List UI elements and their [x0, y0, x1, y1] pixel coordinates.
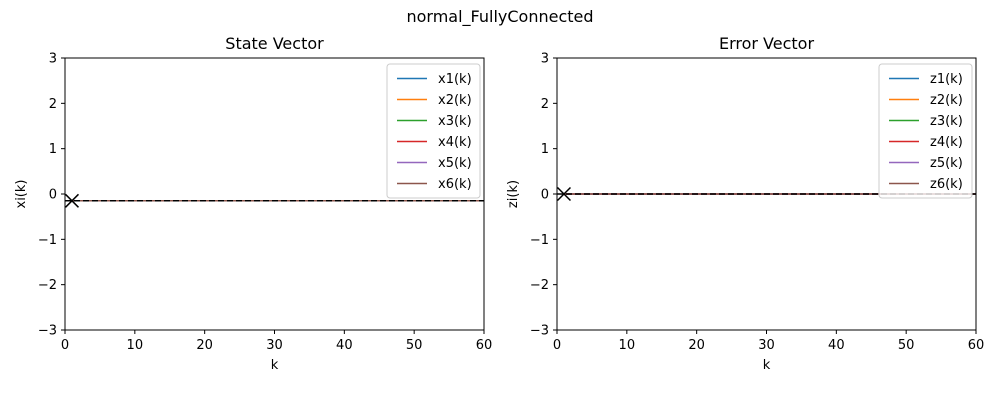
state-vector-plot-frame — [64, 57, 485, 331]
error-vector-legend-label: z4(k) — [930, 135, 963, 150]
state-vector-y-tick-label: 3 — [49, 52, 57, 67]
error-vector-start-marker — [556, 186, 572, 202]
state-vector-y-tick-label: 0 — [49, 188, 57, 203]
state-vector-legend-label: x2(k) — [438, 93, 472, 108]
error-vector-x-tick-label: 50 — [898, 338, 915, 353]
state-vector-y-tick-label: −2 — [38, 278, 57, 293]
error-vector-y-tick-label: −2 — [530, 278, 549, 293]
state-vector-legend-label: x5(k) — [438, 156, 472, 171]
error-vector-x-tick-label: 0 — [553, 338, 561, 353]
state-vector-legend-label: x4(k) — [438, 135, 472, 150]
error-vector-y-tick-label: 0 — [541, 188, 549, 203]
error-vector-title: Error Vector — [719, 34, 814, 53]
error-vector-y-tick-label: −1 — [530, 233, 549, 248]
state-vector-title: State Vector — [225, 34, 324, 53]
state-vector-x-tick-label: 40 — [336, 338, 353, 353]
error-vector-legend-label: z6(k) — [930, 177, 963, 192]
state-vector-chart: State Vector 0 10 20 30 40 50 60 −3 −2 −1 0 1 2 3 k xi(k… — [14, 34, 492, 373]
state-vector-legend-label: x3(k) — [438, 114, 472, 129]
state-vector-x-tick-label: 0 — [61, 338, 69, 353]
error-vector-chart: Error Vector 0 10 20 30 40 50 60 −3 −2 −1 0 1 2 3 k zi(k… — [506, 34, 984, 373]
figure-suptitle: normal_FullyConnected — [406, 7, 593, 27]
error-vector-legend-label: z3(k) — [930, 114, 963, 129]
state-vector-y-tick-label: −1 — [38, 233, 57, 248]
error-vector-x-tick-label: 20 — [688, 338, 705, 353]
error-vector-legend-label: z1(k) — [930, 72, 963, 87]
error-vector-legend-label: z5(k) — [930, 156, 963, 171]
state-vector-legend — [386, 63, 481, 199]
error-vector-legend — [878, 63, 973, 199]
error-vector-x-axis-label: k — [763, 358, 771, 373]
error-vector-x-tick-label: 30 — [758, 338, 775, 353]
error-vector-x-tick-label: 60 — [968, 338, 985, 353]
state-vector-x-tick-label: 20 — [196, 338, 213, 353]
error-vector-y-tick-label: 2 — [541, 97, 549, 112]
state-vector-x-tick-label: 50 — [406, 338, 423, 353]
error-vector-y-axis-label: zi(k) — [506, 180, 521, 208]
state-vector-y-axis-label: xi(k) — [14, 180, 29, 209]
state-vector-x-tick-label: 60 — [476, 338, 493, 353]
error-vector-x-tick-label: 10 — [619, 338, 636, 353]
error-vector-plot-frame — [556, 57, 977, 331]
error-vector-x-tick-label: 40 — [828, 338, 845, 353]
error-vector-legend-label: z2(k) — [930, 93, 963, 108]
error-vector-y-tick-label: 3 — [541, 52, 549, 67]
state-vector-y-tick-label: 1 — [49, 142, 57, 157]
state-vector-legend-label: x1(k) — [438, 72, 472, 87]
state-vector-y-tick-label: 2 — [49, 97, 57, 112]
state-vector-x-tick-label: 30 — [266, 338, 283, 353]
state-vector-y-tick-label: −3 — [38, 324, 57, 339]
error-vector-y-tick-label: 1 — [541, 142, 549, 157]
state-vector-x-tick-label: 10 — [127, 338, 144, 353]
state-vector-legend-label: x6(k) — [438, 177, 472, 192]
state-vector-start-marker — [64, 193, 80, 208]
state-vector-x-axis-label: k — [271, 358, 279, 373]
error-vector-y-tick-label: −3 — [530, 324, 549, 339]
